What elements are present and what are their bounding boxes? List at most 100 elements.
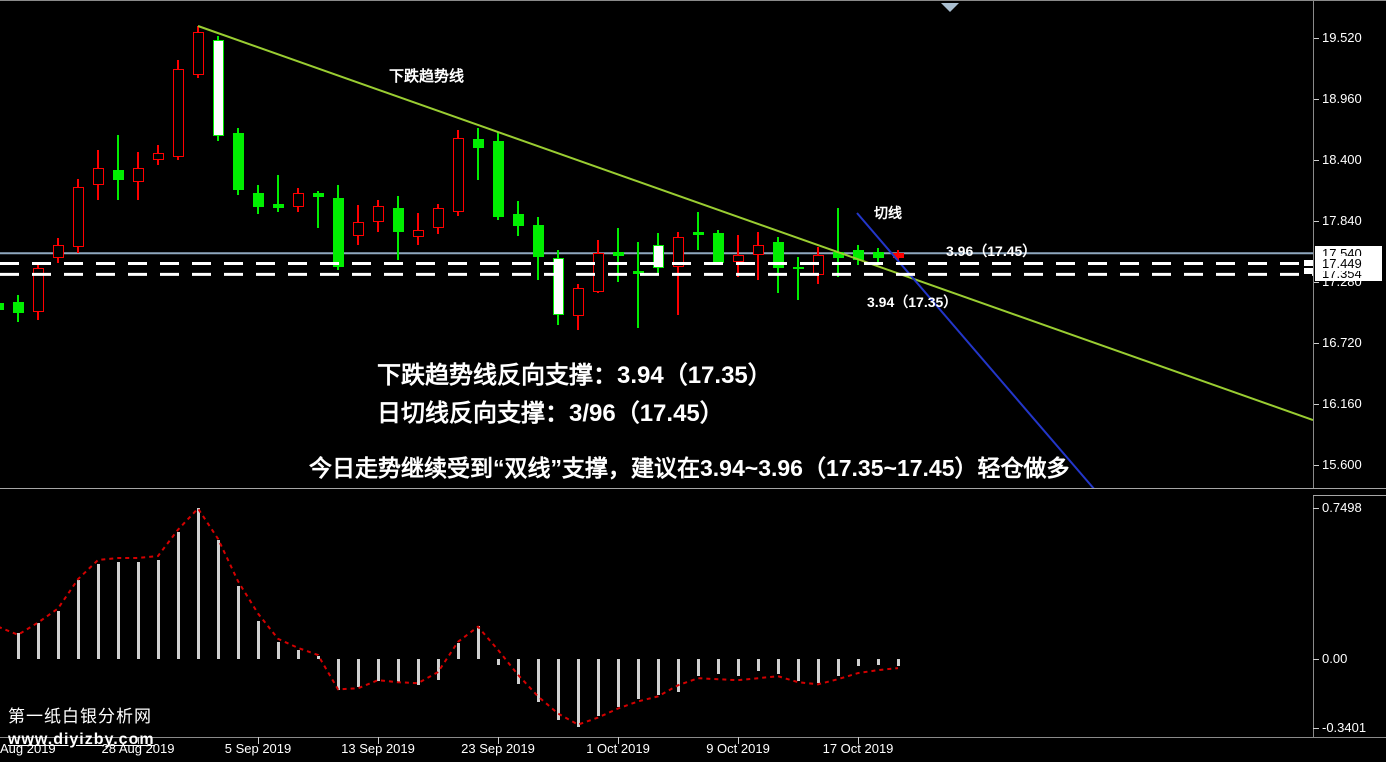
histogram-bar (597, 659, 600, 716)
candle (553, 258, 564, 315)
candle-wick (117, 134, 119, 201)
histogram-bar (117, 562, 120, 659)
tangent-line-label: 切线 (874, 205, 902, 221)
indicator-signal-layer (0, 506, 899, 726)
candle (673, 237, 684, 267)
annotation-line-3: 今日走势继续受到“双线”支撑，建议在3.94~3.96（17.35~17.45）… (309, 455, 1070, 481)
candle (313, 192, 324, 198)
histogram-bar (657, 659, 660, 695)
candle (93, 167, 104, 186)
main-chart-panel[interactable]: 下跌趋势线 切线 3.96（17.45） 3.94（17.35） 下跌趋势线反向… (0, 1, 1313, 490)
date-label: 23 Sep 2019 (461, 741, 535, 756)
candle (153, 153, 164, 160)
axis-border-line (1313, 0, 1314, 737)
candle (0, 302, 4, 311)
date-axis[interactable]: Aug 2019 28 Aug 2019 5 Sep 2019 13 Sep 2019… (0, 737, 1386, 762)
histogram-bar (897, 659, 900, 667)
price-tick-mark (1313, 38, 1319, 39)
histogram-bar (137, 562, 140, 659)
date-label: 5 Sep 2019 (224, 741, 292, 756)
histogram-bar (397, 659, 400, 683)
date-label: 17 Oct 2019 (822, 741, 894, 756)
date-tick-mark (258, 737, 259, 744)
trendline-label: 下跌趋势线 (389, 68, 465, 85)
histogram-bar (697, 659, 700, 676)
candle (13, 301, 24, 313)
histogram-bar (777, 659, 780, 675)
price-arrow-nub (1304, 260, 1314, 266)
price-arrow-nub (1304, 268, 1314, 274)
histogram-bar (77, 580, 80, 659)
price-tick-label: 18.960 (1322, 91, 1362, 106)
candle (753, 244, 764, 255)
date-label: Aug 2019 (0, 741, 56, 756)
histogram-bar (17, 633, 20, 659)
candle (33, 267, 44, 313)
candle-wick (637, 241, 639, 328)
histogram-bar (577, 659, 580, 727)
indicator-tick-label: 0.00 (1322, 651, 1348, 666)
histogram-bar (277, 642, 280, 659)
bottom-separator (0, 737, 1386, 738)
indicator-panel[interactable]: 第一纸白银分析网 (0, 494, 1313, 737)
candle (613, 252, 624, 256)
histogram-bar (637, 659, 640, 700)
candle-wick (837, 207, 839, 278)
signal-line (0, 506, 899, 726)
candle (573, 287, 584, 316)
candle (513, 214, 524, 227)
price-tick-mark (1313, 404, 1319, 405)
histogram-bar (677, 659, 680, 693)
candle (213, 40, 224, 137)
watermark-url: www.diyizby.com (8, 731, 155, 748)
date-label: 28 Aug 2019 (101, 741, 175, 756)
date-tick-mark (738, 737, 739, 744)
candle-wick (477, 128, 479, 180)
histogram-bar (157, 560, 160, 659)
histogram-bar (717, 659, 720, 675)
price-tick-mark (1313, 343, 1319, 344)
histogram-bar (217, 539, 220, 659)
chart-shift-marker-icon[interactable] (941, 3, 959, 12)
indicator-tick-mark (1313, 727, 1319, 729)
indicator-tick-label: 0.7498 (1322, 499, 1362, 515)
histogram-bar (357, 659, 360, 688)
date-tick-mark (18, 737, 19, 744)
downtrend-line[interactable] (197, 25, 1313, 421)
histogram-bar (877, 659, 880, 666)
histogram-bar (557, 659, 560, 720)
price-tick-mark (1313, 282, 1319, 283)
upper-level-label: 3.96（17.45） (946, 243, 1037, 259)
candle (533, 225, 544, 257)
histogram-bar (377, 659, 380, 682)
histogram-bar (797, 659, 800, 681)
candle (173, 68, 184, 157)
price-box: 17.449 (1315, 256, 1382, 272)
date-tick-mark (858, 737, 859, 744)
candle (433, 207, 444, 228)
date-tick-mark (498, 737, 499, 744)
candle (793, 266, 804, 269)
histogram-bar (457, 643, 460, 659)
candle (773, 241, 784, 268)
histogram-bar (297, 650, 300, 659)
tangent-line[interactable] (856, 212, 1096, 490)
candle (193, 32, 204, 76)
lower-level-label: 3.94（17.35） (867, 294, 958, 310)
indicator-tick-mark (1313, 507, 1319, 509)
candle (353, 222, 364, 237)
histogram-bar (517, 659, 520, 685)
candle (373, 205, 384, 223)
histogram-bar (737, 659, 740, 676)
price-tick-label: 15.600 (1322, 457, 1362, 472)
date-label: 9 Oct 2019 (706, 741, 770, 756)
date-tick-mark (138, 737, 139, 744)
histogram-bar (337, 659, 340, 690)
price-tick-mark (1313, 99, 1319, 100)
candle (133, 167, 144, 182)
candle-wick (797, 256, 799, 300)
date-tick-mark (618, 737, 619, 744)
candle (293, 192, 304, 207)
candle (253, 192, 264, 207)
histogram-bar (617, 659, 620, 708)
